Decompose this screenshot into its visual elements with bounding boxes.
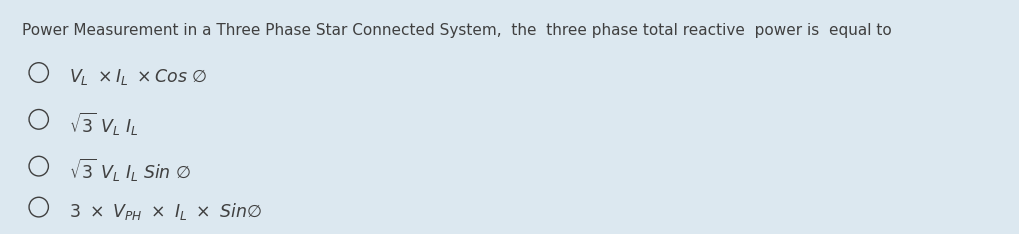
Text: $\sqrt{3}\ V_L\ I_L$: $\sqrt{3}\ V_L\ I_L$ bbox=[69, 110, 139, 138]
Text: Power Measurement in a Three Phase Star Connected System,  the  three phase tota: Power Measurement in a Three Phase Star … bbox=[22, 23, 893, 38]
Text: $\sqrt{3}\ V_L\ I_L\ Sin\ \varnothing$: $\sqrt{3}\ V_L\ I_L\ Sin\ \varnothing$ bbox=[69, 157, 192, 184]
Text: $V_L\ \times I_L\ \times Cos\ \varnothing$: $V_L\ \times I_L\ \times Cos\ \varnothin… bbox=[69, 67, 208, 87]
Text: $3\ \times\ V_{PH}\ \times\ I_L\ \times\ Sin\varnothing$: $3\ \times\ V_{PH}\ \times\ I_L\ \times\… bbox=[69, 201, 262, 222]
